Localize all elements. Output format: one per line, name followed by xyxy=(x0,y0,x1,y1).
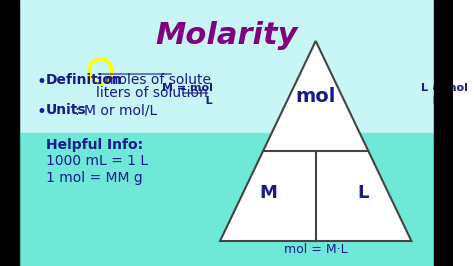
Text: M: M xyxy=(421,96,444,106)
Text: Definition: Definition xyxy=(46,73,123,87)
Polygon shape xyxy=(220,41,411,241)
Text: •: • xyxy=(36,73,46,91)
Text: L = mol: L = mol xyxy=(421,83,468,93)
Text: L: L xyxy=(194,96,212,106)
Text: mol: mol xyxy=(295,86,336,106)
Text: M: M xyxy=(259,184,277,202)
Bar xyxy=(0,0,454,133)
Text: : M or mol/L: : M or mol/L xyxy=(74,103,157,117)
Text: M = mol: M = mol xyxy=(162,83,212,93)
Bar xyxy=(434,0,454,266)
Text: 1000 mL = 1 L: 1000 mL = 1 L xyxy=(46,154,148,168)
Text: liters of solution: liters of solution xyxy=(96,86,208,100)
Bar xyxy=(0,0,19,266)
Text: mol = M·L: mol = M·L xyxy=(284,243,347,256)
Text: •: • xyxy=(36,103,46,121)
Text: 1 mol = MM g: 1 mol = MM g xyxy=(46,171,143,185)
Text: Molarity: Molarity xyxy=(155,21,298,50)
Bar xyxy=(0,133,454,266)
Text: Units: Units xyxy=(46,103,87,117)
Text: Helpful Info:: Helpful Info: xyxy=(46,138,143,152)
Text: : moles of solute: : moles of solute xyxy=(96,73,210,87)
Text: L: L xyxy=(358,184,369,202)
